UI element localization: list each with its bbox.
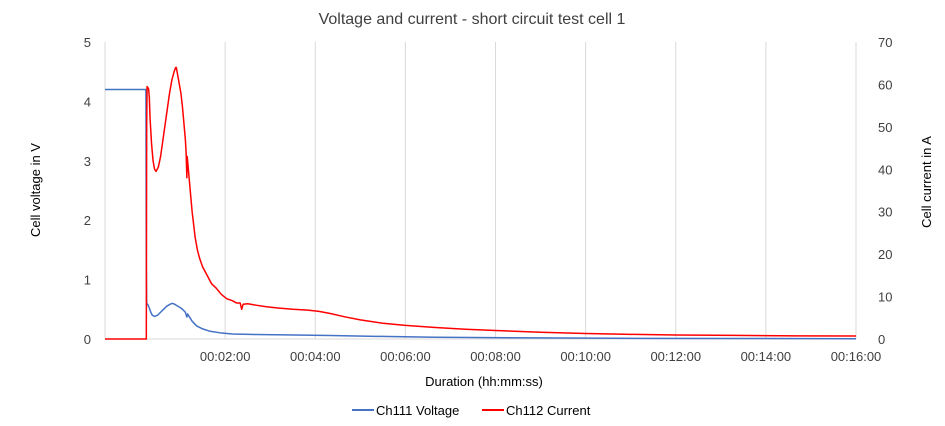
y-right-tick-label: 60: [878, 77, 892, 92]
y-right-tick-label: 40: [878, 162, 892, 177]
x-tick-label: 00:06:00: [380, 349, 431, 364]
x-axis-title: Duration (hh:mm:ss): [425, 374, 543, 389]
y-right-tick-label: 0: [878, 332, 885, 347]
x-tick-label: 00:02:00: [200, 349, 251, 364]
x-tick-label: 00:14:00: [741, 349, 792, 364]
y-axis-right-title: Cell current in A: [919, 136, 934, 228]
vertical-grid: [104, 42, 857, 339]
y-axis-left-title: Cell voltage in V: [28, 143, 43, 237]
y-left-tick-label: 2: [84, 213, 91, 228]
right-axis-ticks: 0 10 20 30 40 50 60 70: [878, 35, 892, 347]
y-left-tick-label: 3: [84, 154, 91, 169]
y-left-tick-label: 0: [84, 332, 91, 347]
x-tick-label: 00:12:00: [650, 349, 701, 364]
y-left-tick-label: 1: [84, 273, 91, 288]
y-left-tick-label: 4: [84, 94, 91, 109]
x-tick-label: 00:10:00: [560, 349, 611, 364]
y-right-tick-label: 50: [878, 120, 892, 135]
series-line-ch112-current: [105, 66, 857, 340]
legend: Ch111 Voltage Ch112 Current: [352, 403, 591, 418]
y-right-tick-label: 70: [878, 35, 892, 50]
legend-label: Ch111 Voltage: [376, 403, 459, 418]
left-axis-ticks: 0 1 2 3 4 5: [84, 35, 91, 347]
series-layer: [105, 66, 857, 340]
chart-title: Voltage and current - short circuit test…: [319, 11, 626, 28]
x-tick-label: 00:04:00: [290, 349, 341, 364]
y-right-tick-label: 30: [878, 205, 892, 220]
y-left-tick-label: 5: [84, 35, 91, 50]
y-right-tick-label: 10: [878, 290, 892, 305]
x-axis-ticks: 00:02:00 00:04:00 00:06:00 00:08:00 00:10:00…: [200, 349, 881, 364]
legend-label: Ch112 Current: [506, 403, 591, 418]
y-right-tick-label: 20: [878, 247, 892, 262]
series-line-ch111-voltage: [105, 88, 857, 340]
x-tick-label: 00:16:00: [831, 349, 882, 364]
x-tick-label: 00:08:00: [470, 349, 521, 364]
